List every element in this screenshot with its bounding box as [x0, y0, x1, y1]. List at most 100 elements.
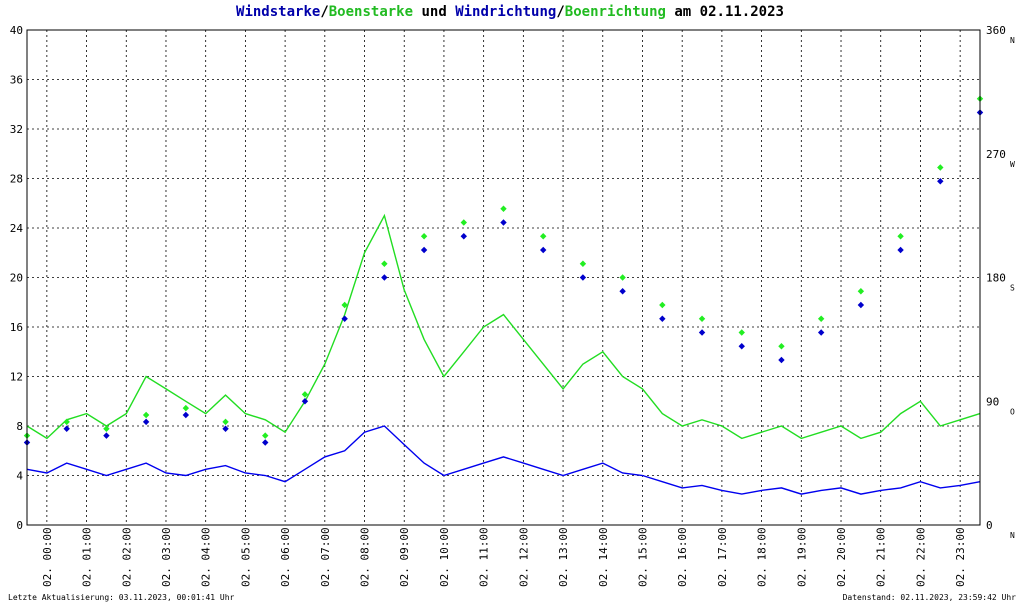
data-point-boenrichtung — [63, 418, 70, 426]
data-point-windrichtung — [301, 398, 309, 405]
x-tick-label: 02. 10:00 — [438, 527, 451, 587]
y-tick-label-right: 180 — [986, 272, 1006, 285]
data-point-windrichtung — [619, 288, 626, 295]
data-point-boenrichtung — [619, 274, 626, 281]
direction-letter-label: S — [1010, 284, 1015, 293]
data-point-boenrichtung — [381, 260, 388, 267]
direction-letter-label: W — [1010, 160, 1015, 169]
y-tick-label-left: 32 — [10, 123, 23, 136]
data-point-windrichtung — [540, 246, 547, 254]
y-tick-label-left: 4 — [16, 470, 23, 483]
data-point-windrichtung — [460, 233, 467, 240]
title-wind: Windstarke — [236, 4, 321, 20]
data-point-boenrichtung — [420, 233, 428, 240]
data-point-windrichtung — [500, 219, 507, 226]
x-tick-label: 02. 15:00 — [636, 527, 649, 587]
title-gust: Boenstarke — [328, 4, 414, 20]
y-tick-label-right: 0 — [986, 519, 993, 532]
plot-frame — [26, 29, 981, 526]
direction-letter-label: O — [1010, 407, 1015, 416]
data-point-windrichtung — [63, 425, 70, 432]
x-tick-label: 02. 01:00 — [81, 527, 94, 587]
x-tick-label: 02. 04:00 — [200, 527, 213, 587]
data-point-windrichtung — [420, 246, 428, 254]
data-point-boenrichtung — [262, 432, 269, 439]
y-tick-label-left: 20 — [10, 272, 23, 285]
x-tick-label: 02. 09:00 — [398, 527, 411, 587]
data-point-boenrichtung — [738, 329, 745, 336]
data-point-boenrichtung — [222, 418, 229, 426]
x-tick-label: 02. 14:00 — [597, 527, 610, 587]
data-point-boenrichtung — [897, 233, 904, 240]
x-tick-label: 02. 18:00 — [756, 527, 769, 587]
y-tick-label-left: 8 — [16, 420, 23, 433]
title-direction: Windrichtung — [455, 4, 557, 20]
data-point-boenrichtung — [659, 301, 666, 309]
x-tick-label: 02. 12:00 — [517, 527, 530, 587]
x-tick-label: 02. 16:00 — [676, 527, 689, 587]
x-tick-label: 02. 20:00 — [835, 527, 848, 587]
x-tick-label: 02. 02:00 — [120, 527, 133, 587]
title-sep1: / — [320, 4, 329, 20]
x-tick-label: 02. 08:00 — [359, 527, 372, 587]
x-tick-label: 02. 17:00 — [716, 527, 729, 587]
data-point-boenrichtung — [341, 301, 348, 309]
y-tick-label-left: 12 — [10, 371, 23, 384]
y-tick-label-left: 28 — [10, 173, 23, 186]
data-point-windrichtung — [341, 315, 348, 322]
y-tick-label-left: 36 — [10, 74, 23, 87]
title-sep2: / — [556, 4, 565, 20]
data-point-windrichtung — [182, 411, 190, 419]
data-point-windrichtung — [937, 178, 944, 185]
series-layer — [23, 95, 984, 495]
y-tick-label-left: 40 — [10, 24, 23, 37]
x-tick-label: 02. 13:00 — [557, 527, 570, 587]
data-point-windrichtung — [698, 329, 706, 336]
x-tick-label: 02. 21:00 — [875, 527, 888, 587]
last-update-text: Letzte Aktualisierung: 03.11.2023, 00:01… — [8, 593, 235, 602]
series-line-boenstarke — [26, 213, 981, 440]
data-point-boenrichtung — [182, 404, 190, 412]
chart-title: Windstarke/Boenstarke und Windrichtung/B… — [0, 4, 1020, 20]
data-point-windrichtung — [738, 343, 745, 350]
x-tick-label: 02. 19:00 — [795, 527, 808, 587]
direction-letter-label: N — [1010, 36, 1015, 45]
data-point-boenrichtung — [937, 164, 944, 171]
data-point-windrichtung — [857, 301, 865, 309]
title-date: am 02.11.2023 — [665, 4, 784, 20]
direction-letter-label: N — [1010, 531, 1015, 540]
x-tick-label: 02. 00:00 — [41, 527, 54, 587]
data-point-windrichtung — [897, 246, 904, 254]
data-point-boenrichtung — [301, 391, 309, 398]
data-status-text: Datenstand: 02.11.2023, 23:59:42 Uhr — [842, 593, 1016, 602]
data-point-boenrichtung — [500, 205, 507, 212]
data-point-windrichtung — [222, 425, 229, 432]
title-gust-direction: Boenrichtung — [564, 4, 666, 20]
data-point-windrichtung — [262, 439, 269, 446]
data-point-windrichtung — [659, 315, 666, 322]
data-point-windrichtung — [778, 356, 785, 364]
data-point-windrichtung — [817, 329, 825, 336]
data-point-windrichtung — [579, 274, 587, 281]
x-tick-label: 02. 05:00 — [239, 527, 252, 587]
series-line-windstarke — [26, 425, 981, 495]
x-tick-label: 02. 23:00 — [954, 527, 967, 587]
data-point-boenrichtung — [540, 233, 547, 240]
x-tick-label: 02. 22:00 — [914, 527, 927, 587]
y-tick-label-right: 90 — [986, 395, 999, 408]
title-and: und — [413, 4, 456, 20]
data-point-boenrichtung — [460, 219, 467, 226]
data-point-boenrichtung — [857, 288, 865, 295]
y-tick-label-left: 0 — [16, 519, 23, 532]
data-point-boenrichtung — [103, 425, 110, 432]
data-point-windrichtung — [103, 432, 110, 439]
x-tick-label: 02. 06:00 — [279, 527, 292, 587]
x-tick-label: 02. 11:00 — [478, 527, 491, 587]
y-tick-label-right: 360 — [986, 24, 1006, 37]
data-point-boenrichtung — [817, 315, 825, 322]
data-point-boenrichtung — [778, 343, 785, 350]
data-point-windrichtung — [381, 274, 388, 281]
chart-grid — [27, 30, 980, 525]
data-point-boenrichtung — [698, 315, 706, 322]
y-tick-label-left: 24 — [10, 222, 24, 235]
